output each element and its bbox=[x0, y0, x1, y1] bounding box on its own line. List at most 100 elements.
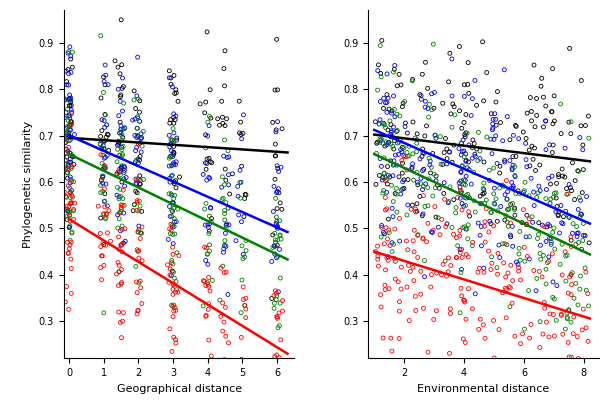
Point bbox=[136, 230, 146, 236]
Point bbox=[457, 163, 467, 169]
Point bbox=[394, 174, 404, 180]
Point bbox=[502, 315, 511, 321]
Point bbox=[562, 252, 572, 258]
Point bbox=[240, 191, 250, 198]
Point bbox=[370, 119, 380, 125]
Point bbox=[534, 220, 544, 226]
Point bbox=[237, 334, 246, 341]
Point bbox=[389, 69, 398, 75]
Point bbox=[388, 134, 398, 140]
Point bbox=[461, 130, 471, 136]
Point bbox=[169, 130, 179, 136]
Point bbox=[502, 287, 511, 293]
Point bbox=[381, 194, 390, 201]
Point bbox=[136, 177, 145, 184]
Point bbox=[66, 239, 76, 245]
Point bbox=[271, 195, 280, 202]
Point bbox=[272, 242, 282, 249]
Point bbox=[64, 122, 74, 128]
Point bbox=[168, 200, 178, 206]
Point bbox=[550, 333, 559, 339]
Point bbox=[64, 130, 74, 137]
Point bbox=[200, 206, 210, 212]
Point bbox=[171, 340, 181, 346]
Point bbox=[537, 274, 547, 280]
Point bbox=[272, 315, 282, 322]
Point bbox=[173, 98, 183, 104]
Point bbox=[136, 235, 145, 242]
Point bbox=[206, 205, 216, 211]
Point bbox=[445, 50, 455, 57]
Point bbox=[558, 173, 567, 179]
Point bbox=[95, 230, 105, 237]
Point bbox=[98, 188, 108, 195]
Point bbox=[376, 163, 386, 170]
Point bbox=[272, 292, 282, 299]
Point bbox=[236, 119, 246, 126]
Point bbox=[389, 162, 398, 168]
Point bbox=[581, 269, 591, 275]
Point bbox=[135, 98, 145, 104]
Point bbox=[168, 114, 178, 121]
Point bbox=[168, 269, 178, 275]
Point bbox=[387, 248, 397, 255]
Point bbox=[516, 277, 525, 283]
Point bbox=[114, 141, 123, 147]
Point bbox=[541, 266, 551, 273]
Point bbox=[566, 234, 576, 240]
Point bbox=[488, 125, 498, 131]
Point bbox=[510, 207, 519, 213]
Point bbox=[468, 96, 477, 102]
Point bbox=[267, 295, 277, 302]
Point bbox=[117, 207, 126, 213]
Point bbox=[416, 291, 426, 298]
Point bbox=[223, 205, 233, 211]
Point bbox=[219, 181, 229, 188]
Point bbox=[270, 375, 280, 382]
Point bbox=[168, 303, 178, 310]
Point bbox=[63, 169, 72, 176]
Point bbox=[463, 60, 473, 66]
Point bbox=[375, 136, 385, 142]
Point bbox=[502, 241, 512, 248]
Point bbox=[502, 196, 512, 202]
Point bbox=[508, 153, 518, 160]
Point bbox=[168, 251, 178, 258]
Point bbox=[460, 299, 469, 305]
Point bbox=[67, 163, 77, 170]
Point bbox=[201, 132, 210, 138]
Point bbox=[446, 310, 455, 317]
Point bbox=[398, 186, 407, 192]
Point bbox=[385, 158, 395, 164]
Point bbox=[274, 387, 283, 394]
Point bbox=[381, 177, 390, 184]
Point bbox=[514, 190, 524, 197]
Point bbox=[440, 258, 450, 264]
Point bbox=[273, 165, 283, 172]
Point bbox=[117, 137, 127, 144]
Point bbox=[119, 309, 128, 316]
Point bbox=[64, 137, 74, 144]
Point bbox=[427, 164, 437, 171]
Point bbox=[275, 232, 285, 239]
Point bbox=[532, 275, 542, 282]
Point bbox=[203, 281, 213, 288]
Point bbox=[549, 93, 559, 99]
Point bbox=[459, 181, 469, 188]
Point bbox=[429, 41, 438, 47]
Point bbox=[548, 194, 558, 200]
Point bbox=[416, 175, 426, 181]
Point bbox=[451, 204, 461, 211]
Point bbox=[444, 79, 454, 85]
Point bbox=[65, 95, 75, 102]
Point bbox=[528, 219, 537, 226]
Point bbox=[64, 132, 74, 139]
Point bbox=[61, 193, 71, 200]
Point bbox=[582, 193, 592, 200]
Point bbox=[168, 200, 178, 206]
Point bbox=[392, 209, 402, 215]
Point bbox=[508, 223, 517, 230]
Point bbox=[489, 185, 499, 192]
Point bbox=[479, 186, 489, 193]
Point bbox=[525, 216, 534, 222]
